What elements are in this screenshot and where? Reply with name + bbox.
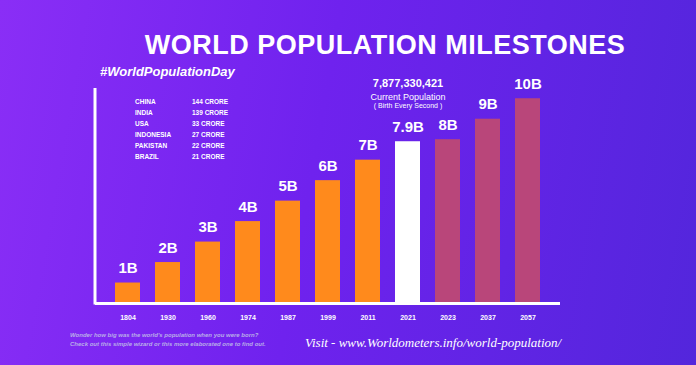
html-text:USA: USA xyxy=(135,120,149,127)
svg-text:5B: 5B xyxy=(278,177,297,194)
svg-text:7B: 7B xyxy=(358,136,377,153)
html-text:INDIA: INDIA xyxy=(135,109,153,116)
html-text:Visit - www.Worldometers.info/: Visit - www.Worldometers.info/world-popu… xyxy=(305,335,562,350)
svg-text:1974: 1974 xyxy=(240,314,256,321)
svg-text:8B: 8B xyxy=(438,116,457,133)
html-text:CHINA: CHINA xyxy=(135,98,156,105)
html-text:22 CRORE: 22 CRORE xyxy=(192,142,225,149)
svg-text:6B: 6B xyxy=(318,157,337,174)
html-text:144 CRORE: 144 CRORE xyxy=(192,98,229,105)
svg-text:2037: 2037 xyxy=(480,314,496,321)
svg-text:( Birth Every Second ): ( Birth Every Second ) xyxy=(374,102,442,110)
html-text:33 CRORE: 33 CRORE xyxy=(192,120,225,127)
svg-text:1960: 1960 xyxy=(200,314,216,321)
svg-text:1987: 1987 xyxy=(280,314,296,321)
svg-text:2057: 2057 xyxy=(520,314,536,321)
svg-text:3B: 3B xyxy=(198,218,217,235)
html-text:Wonder how big was the world's: Wonder how big was the world's populatio… xyxy=(70,332,259,338)
svg-text:2011: 2011 xyxy=(360,314,375,321)
svg-text:2023: 2023 xyxy=(440,314,456,321)
svg-text:1804: 1804 xyxy=(120,314,136,321)
svg-text:Current Population: Current Population xyxy=(370,92,445,102)
html-text:INDONESIA: INDONESIA xyxy=(135,131,172,138)
html-text:Check out this simple wizard o: Check out this simple wizard or this mor… xyxy=(70,341,266,347)
html-text:BRAZIL: BRAZIL xyxy=(135,153,159,160)
svg-text:2B: 2B xyxy=(158,239,177,256)
svg-text:10B: 10B xyxy=(514,75,542,92)
svg-text:4B: 4B xyxy=(238,198,257,215)
html-text:WORLD POPULATION MILESTONES: WORLD POPULATION MILESTONES xyxy=(144,30,626,60)
html-text:21 CRORE: 21 CRORE xyxy=(192,153,225,160)
html-text:27 CRORE: 27 CRORE xyxy=(192,131,225,138)
html-text:PAKISTAN: PAKISTAN xyxy=(135,142,168,149)
html-text:#WorldPopulationDay: #WorldPopulationDay xyxy=(100,64,235,79)
svg-text:9B: 9B xyxy=(478,95,497,112)
svg-text:2021: 2021 xyxy=(400,314,416,321)
svg-text:1930: 1930 xyxy=(160,314,176,321)
svg-text:7.9B: 7.9B xyxy=(392,118,424,135)
html-text:139 CRORE: 139 CRORE xyxy=(192,109,229,116)
svg-text:1999: 1999 xyxy=(320,314,336,321)
svg-text:7,877,330,421: 7,877,330,421 xyxy=(373,77,443,89)
svg-text:1B: 1B xyxy=(118,259,137,276)
